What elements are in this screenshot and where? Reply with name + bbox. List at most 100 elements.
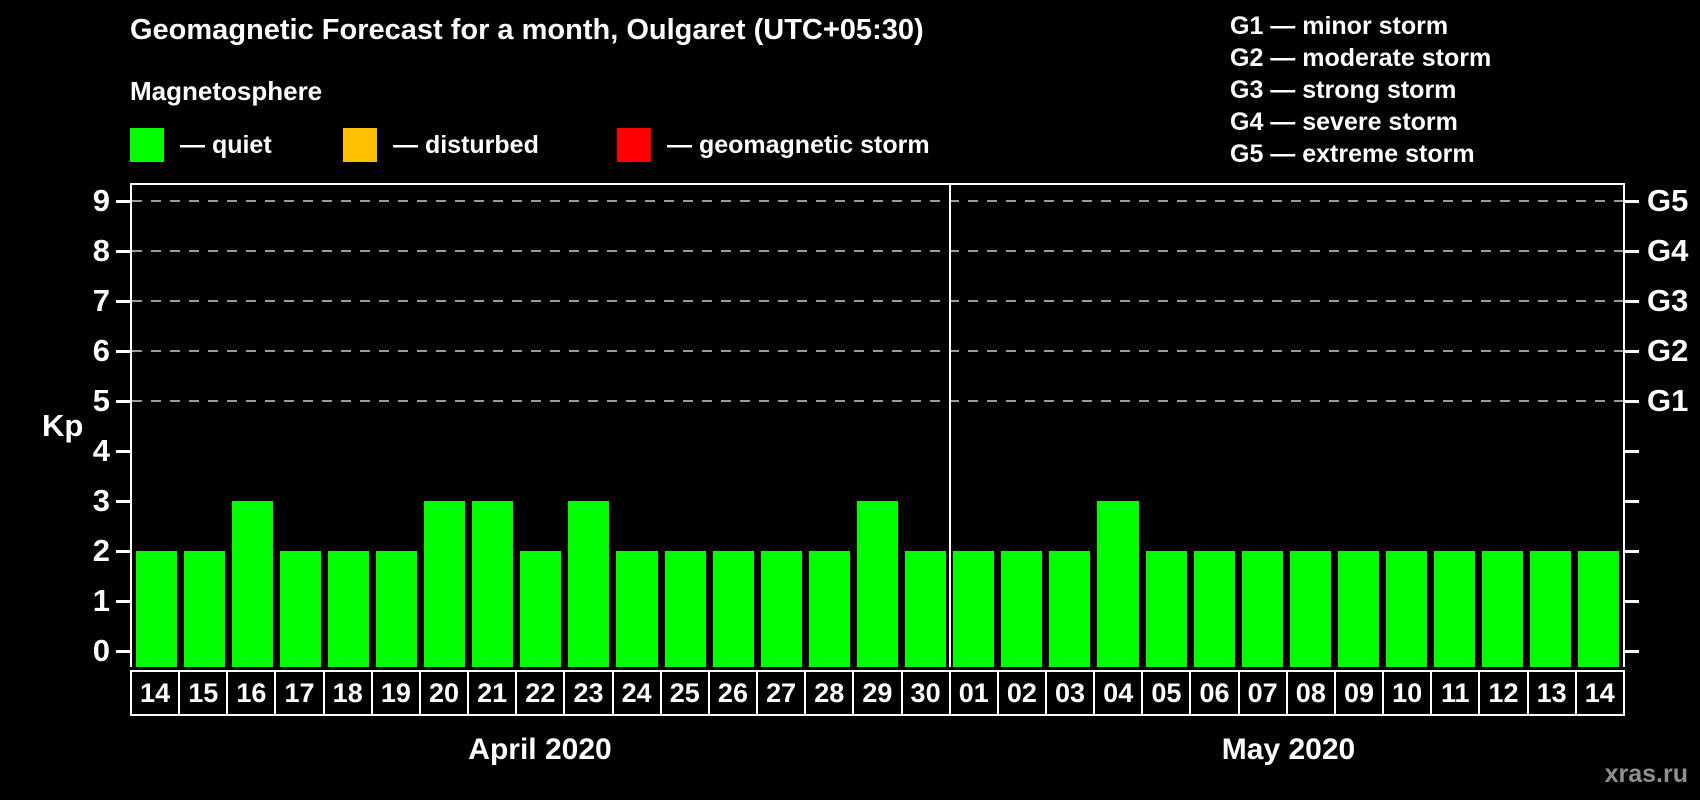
bar-day-23-april — [568, 501, 610, 667]
bar-day-09-may — [1337, 551, 1379, 667]
plot-area — [130, 183, 1625, 667]
y-axis-tick-left-1 — [116, 600, 130, 603]
day-cell-01-may: 01 — [948, 670, 999, 716]
bar-day-25-april — [664, 551, 706, 667]
day-cell-22-april: 22 — [515, 670, 566, 716]
y-axis-title: Kp — [42, 408, 84, 443]
day-cell-21-april: 21 — [467, 670, 518, 716]
bar-day-02-may — [1001, 551, 1043, 667]
y-axis-tick-left-0 — [116, 650, 130, 653]
bar-day-28-april — [808, 551, 850, 667]
day-cell-04-may: 04 — [1093, 670, 1144, 716]
storm-scale-line-g2: G2 — moderate storm — [1230, 44, 1492, 72]
y-axis-tick-right-8 — [1625, 250, 1639, 253]
chart-title: Geomagnetic Forecast for a month, Oulgar… — [130, 14, 924, 46]
bar-day-20-april — [424, 501, 466, 667]
bar-day-27-april — [760, 551, 802, 667]
y-axis-label-5: 5 — [92, 383, 110, 418]
month-separator-line — [948, 185, 951, 667]
y-axis-label-6: 6 — [92, 333, 110, 368]
bar-day-30-april — [905, 551, 947, 667]
day-cell-05-may: 05 — [1141, 670, 1192, 716]
x-axis-day-row: 14 15 16 17 18 19 20 21 22 23 24 25 26 27 28 29 30 01 02 03… — [130, 670, 1625, 716]
legend-swatch-quiet-icon — [130, 128, 164, 162]
y-axis-label-1: 1 — [92, 583, 110, 618]
bar-day-29-april — [856, 501, 899, 667]
legend-label-geomagnetic-storm: — geomagnetic storm — [667, 130, 930, 159]
month-label-april: April 2020 — [468, 733, 612, 766]
day-cell-17-april: 17 — [274, 670, 325, 716]
y-axis-tick-right-1 — [1625, 600, 1639, 603]
day-cell-26-april: 26 — [707, 670, 759, 716]
y-axis-label-0: 0 — [92, 633, 110, 668]
day-cell-28-april: 28 — [804, 670, 855, 716]
watermark: xras.ru — [1604, 760, 1688, 788]
storm-scale-line-g5: G5 — extreme storm — [1230, 140, 1475, 168]
bar-day-17-april — [279, 551, 321, 667]
day-cell-13-may: 13 — [1526, 670, 1577, 716]
bar-day-08-may — [1289, 551, 1331, 667]
bar-day-07-may — [1241, 551, 1283, 667]
magnetosphere-legend-heading: Magnetosphere — [130, 76, 323, 106]
y-axis-tick-left-8 — [116, 250, 130, 253]
bar-day-14-april — [135, 551, 177, 667]
y-axis-label-7: 7 — [92, 283, 110, 318]
gridline-kp6 — [132, 350, 1623, 352]
y-axis-tick-right-0 — [1625, 650, 1639, 653]
y-axis-tick-left-9 — [116, 200, 130, 203]
y-axis-tick-right-3 — [1625, 500, 1639, 503]
storm-scale-legend: G1 — minor storm G2 — moderate storm G3 — … — [1230, 10, 1491, 170]
gridline-kp8 — [132, 250, 1623, 252]
y-axis-tick-right-2 — [1625, 550, 1639, 553]
day-cell-20-april: 20 — [418, 670, 470, 716]
day-cell-24-april: 24 — [611, 670, 662, 716]
day-cell-03-may: 03 — [1044, 670, 1096, 716]
y-axis-label-4: 4 — [92, 433, 110, 468]
right-axis-label-g2: G2 — [1647, 333, 1689, 368]
storm-scale-line-g1: G1 — minor storm — [1230, 12, 1449, 40]
gridline-kp5 — [132, 400, 1623, 402]
storm-scale-line-g3: G3 — strong storm — [1230, 76, 1457, 104]
bar-day-24-april — [616, 551, 658, 667]
legend-item-quiet: — quiet — [130, 128, 272, 162]
day-cell-14-april: 14 — [130, 670, 181, 716]
day-cell-11-may: 11 — [1430, 670, 1481, 716]
bar-day-19-april — [375, 551, 418, 667]
day-cell-08-may: 08 — [1285, 670, 1336, 716]
y-axis-label-3: 3 — [92, 483, 110, 518]
day-cell-07-may: 07 — [1237, 670, 1288, 716]
bar-day-01-may — [953, 551, 995, 667]
bar-day-22-april — [520, 551, 562, 667]
y-axis-tick-left-6 — [116, 350, 130, 353]
day-cell-19-april: 19 — [370, 670, 421, 716]
legend-swatch-geomagnetic-storm-icon — [617, 128, 651, 162]
month-label-may: May 2020 — [1221, 733, 1356, 766]
y-axis-label-8: 8 — [92, 233, 110, 268]
day-cell-06-may: 06 — [1189, 670, 1240, 716]
right-axis-label-g4: G4 — [1647, 233, 1689, 268]
day-cell-29-april: 29 — [852, 670, 903, 716]
y-axis-tick-left-7 — [116, 300, 130, 303]
day-cell-30-april: 30 — [900, 670, 951, 716]
bar-day-21-april — [472, 501, 514, 667]
day-cell-09-may: 09 — [1333, 670, 1385, 716]
bar-day-03-may — [1049, 551, 1091, 667]
y-axis-tick-right-5 — [1625, 400, 1639, 403]
right-axis-label-g3: G3 — [1647, 283, 1689, 318]
day-cell-18-april: 18 — [322, 670, 373, 716]
bar-day-11-may — [1434, 551, 1476, 667]
day-cell-14-may: 14 — [1574, 670, 1625, 716]
bar-day-04-may — [1097, 501, 1139, 667]
y-axis-tick-right-6 — [1625, 350, 1639, 353]
y-axis-label-2: 2 — [92, 533, 110, 568]
day-cell-10-may: 10 — [1382, 670, 1433, 716]
day-cell-02-may: 02 — [996, 670, 1047, 716]
day-cell-23-april: 23 — [563, 670, 614, 716]
y-axis-tick-right-4 — [1625, 450, 1639, 453]
bar-day-05-may — [1145, 551, 1187, 667]
bar-day-14-may — [1578, 551, 1620, 667]
y-axis-tick-left-5 — [116, 400, 130, 403]
gridline-kp7 — [132, 300, 1623, 302]
legend-item-disturbed: — disturbed — [343, 128, 539, 162]
legend-label-disturbed: — disturbed — [393, 130, 539, 159]
